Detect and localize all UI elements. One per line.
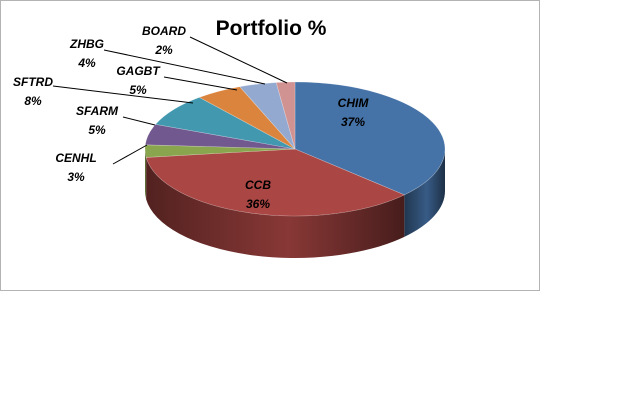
leader-line-gagbt: [163, 76, 238, 91]
leader-line-sfarm: [122, 116, 156, 126]
slice-label-sfarm: SFARM: [76, 104, 119, 118]
slice-zhbg: [239, 82, 296, 150]
slice-ccb: [145, 148, 406, 217]
slice-side-ccb: [146, 157, 405, 258]
slice-value-sfarm: 5%: [88, 123, 106, 137]
slice-value-ccb: 36%: [246, 197, 270, 211]
slice-value-gagbt: 5%: [129, 83, 147, 97]
slice-value-chim: 37%: [341, 115, 365, 129]
pie-sides: [145, 149, 445, 258]
chart-area: Portfolio % CHIM 37% CCB 36% CENHL 3% SFARM 5% S…: [0, 0, 540, 291]
slice-value-zhbg: 4%: [77, 56, 96, 70]
slice-label-sftrd: SFTRD: [13, 75, 53, 89]
slice-value-board: 2%: [154, 43, 173, 57]
slice-label-cenhl: CENHL: [55, 151, 96, 165]
slice-side-cenhl: [145, 149, 147, 200]
slice-label-zhbg: ZHBG: [69, 37, 104, 51]
leader-line-zhbg: [103, 49, 266, 85]
slice-label-board: BOARD: [142, 24, 186, 38]
slice-side-chim: [404, 149, 445, 237]
slice-value-cenhl: 3%: [67, 170, 85, 184]
pie-top: [144, 81, 446, 217]
pie-chart: Portfolio % CHIM 37% CCB 36% CENHL 3% SFARM 5% S…: [13, 17, 446, 258]
slice-gagbt: [198, 86, 296, 150]
leader-line-cenhl: [112, 144, 148, 165]
slice-cenhl: [144, 144, 296, 158]
chart-title: Portfolio %: [216, 17, 327, 40]
slice-value-sftrd: 8%: [24, 94, 42, 108]
slice-label-chim: CHIM: [338, 96, 370, 110]
slice-label-gagbt: GAGBT: [116, 64, 161, 78]
slice-chim: [294, 81, 446, 196]
pie-labels: CHIM 37% CCB 36% CENHL 3% SFARM 5% SFTRD 8% GAGBT 5…: [13, 24, 369, 211]
slice-sfarm: [144, 124, 296, 150]
leader-line-board: [189, 36, 288, 84]
slice-label-ccb: CCB: [245, 178, 271, 192]
leader-line-sftrd: [52, 85, 194, 104]
slice-sftrd: [154, 97, 296, 150]
